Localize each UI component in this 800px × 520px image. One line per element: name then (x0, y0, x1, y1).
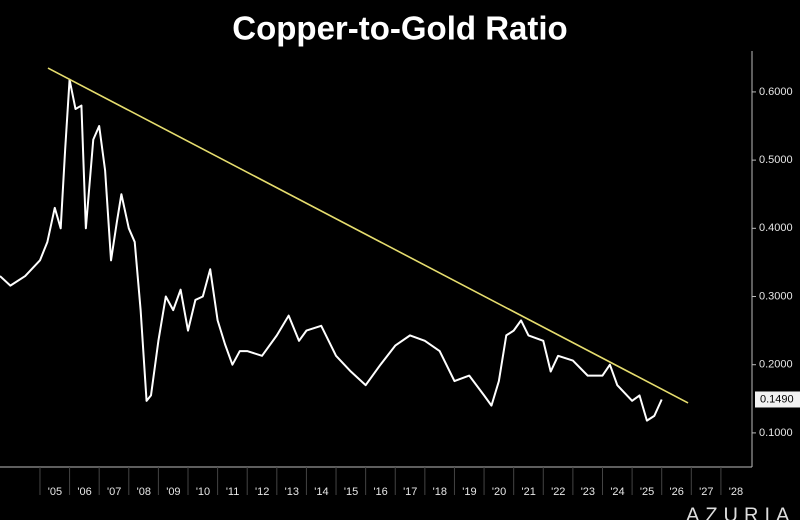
x-tick-label: '26 (670, 486, 684, 498)
x-tick-label: '12 (255, 486, 269, 498)
x-tick-label: '17 (403, 486, 417, 498)
x-tick-label: '15 (344, 486, 358, 498)
x-tick-label: '28 (729, 486, 743, 498)
chart-title: Copper-to-Gold Ratio (232, 10, 567, 47)
x-tick-label: '27 (699, 486, 713, 498)
x-tick-label: '07 (107, 486, 121, 498)
x-tick-label: '21 (521, 486, 535, 498)
y-tick-label: 0.5000 (759, 154, 793, 166)
value-badge (755, 391, 800, 408)
value-badge-label: 0.1490 (760, 393, 794, 405)
x-tick-label: '25 (640, 486, 654, 498)
x-tick-label: '18 (433, 486, 447, 498)
x-tick-label: '10 (196, 486, 210, 498)
x-tick-label: '09 (166, 486, 180, 498)
x-tick-label: '11 (226, 486, 240, 498)
x-tick-label: '06 (77, 486, 91, 498)
watermark: AZURIA (686, 504, 795, 520)
y-tick-label: 0.6000 (759, 86, 793, 98)
x-tick-label: '05 (48, 486, 62, 498)
y-tick-label: 0.4000 (759, 222, 793, 234)
x-tick-label: '16 (373, 486, 387, 498)
x-tick-label: '22 (551, 486, 565, 498)
y-tick-label: 0.3000 (759, 290, 793, 302)
x-tick-label: '20 (492, 486, 506, 498)
x-tick-label: '19 (462, 486, 476, 498)
x-tick-label: '14 (314, 486, 328, 498)
trend-line (47, 67, 689, 404)
x-tick-label: '23 (581, 486, 595, 498)
y-tick-label: 0.1000 (759, 427, 793, 439)
data-line (0, 78, 663, 422)
x-tick-label: '24 (610, 486, 624, 498)
x-tick-label: '08 (137, 486, 151, 498)
x-tick-label: '13 (285, 486, 299, 498)
y-tick-label: 0.2000 (759, 359, 793, 371)
